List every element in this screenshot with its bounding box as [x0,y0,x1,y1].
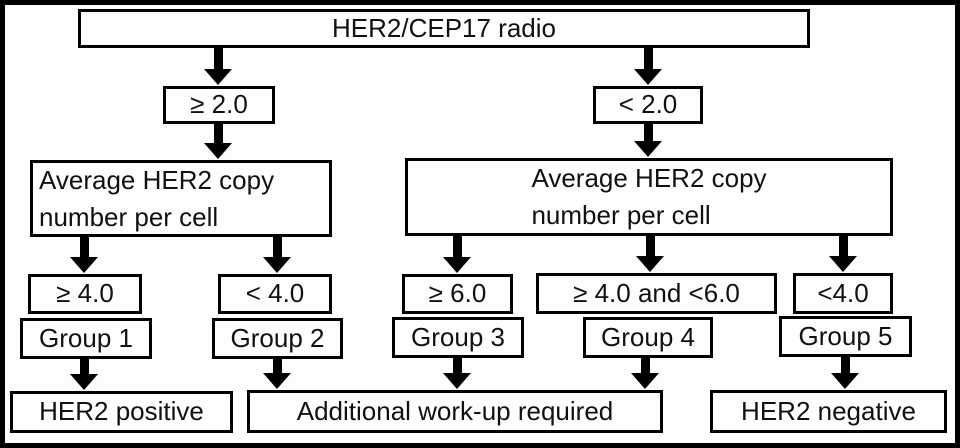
arrow-head-icon [70,374,98,390]
node-group-3: Group 3 [392,317,524,358]
copy-number-left-line1: Average HER2 copy [39,164,275,195]
node-group-5: Group 5 [779,316,912,357]
arrow-root-to-lt2 [634,48,662,85]
arrow-group5-to-negative [831,356,859,389]
copy-number-right-text: Average HER2 copy number per cell [531,160,766,234]
arrow-shaft [640,357,650,373]
arrow-shaft [79,358,89,374]
node-cond-lt-4: < 4.0 [218,274,332,314]
arrow-shaft [643,48,653,69]
copy-number-right-line2: number per cell [531,200,711,230]
arrow-copyright-to-ge6 [443,236,471,273]
copy-number-right-line1: Average HER2 copy [531,163,767,194]
arrow-head-icon [263,257,291,273]
node-ratio-ge-2: ≥ 2.0 [163,86,275,124]
node-cond-ge-4: ≥ 4.0 [28,274,142,314]
arrow-head-icon [204,69,232,85]
arrow-head-icon [634,141,662,157]
arrow-shaft [643,123,653,141]
arrow-head-icon [263,373,291,389]
arrow-copyright-to-lt4 [829,236,857,272]
arrow-head-icon [443,257,471,273]
arrow-head-icon [831,373,859,389]
node-copy-number-left: Average HER2 copy number per cell [30,160,332,237]
copy-number-left-text: Average HER2 copy number per cell [33,162,274,236]
node-cond-ge4-lt6: ≥ 4.0 and <6.0 [536,273,777,314]
arrow-head-icon [829,256,857,272]
arrow-group3-to-workup [443,357,471,389]
arrow-group2-to-workup [263,358,291,389]
arrow-head-icon [636,256,664,272]
arrow-shaft [452,357,462,373]
arrow-shaft [645,236,655,256]
arrow-shaft [840,356,850,373]
node-outcome-her2-positive: HER2 positive [10,391,233,433]
copy-number-left-line2: number per cell [39,201,219,232]
arrow-shaft [272,358,282,373]
node-outcome-her2-negative: HER2 negative [710,390,947,433]
arrow-head-icon [204,143,232,159]
arrow-shaft [452,236,462,257]
arrow-root-to-ge2 [204,48,232,85]
arrow-group1-to-positive [70,358,98,390]
node-cond-lt-4-right: <4.0 [793,273,893,314]
node-her2-cep17-ratio: HER2/CEP17 radio [78,9,810,48]
arrow-shaft [213,123,223,143]
arrow-head-icon [634,69,662,85]
node-group-2: Group 2 [212,318,343,359]
arrow-group4-to-workup [631,357,659,389]
node-outcome-workup-required: Additional work-up required [247,390,663,433]
arrow-shaft [838,236,848,256]
arrow-ge2-to-copyleft [204,123,232,159]
arrow-shaft [79,237,89,257]
arrow-head-icon [631,373,659,389]
arrow-copyleft-to-lt4 [263,237,291,273]
arrow-head-icon [70,257,98,273]
arrow-head-icon [443,373,471,389]
arrow-shaft [272,237,282,257]
node-cond-ge-6: ≥ 6.0 [402,274,513,314]
node-group-4: Group 4 [583,317,713,358]
node-copy-number-right: Average HER2 copy number per cell [405,158,893,236]
node-group-1: Group 1 [20,318,152,359]
arrow-copyleft-to-ge4 [70,237,98,273]
arrow-shaft [213,48,223,69]
arrow-lt2-to-copyright [634,123,662,157]
arrow-copyright-to-ge4lt6 [636,236,664,272]
node-ratio-lt-2: < 2.0 [593,86,703,124]
